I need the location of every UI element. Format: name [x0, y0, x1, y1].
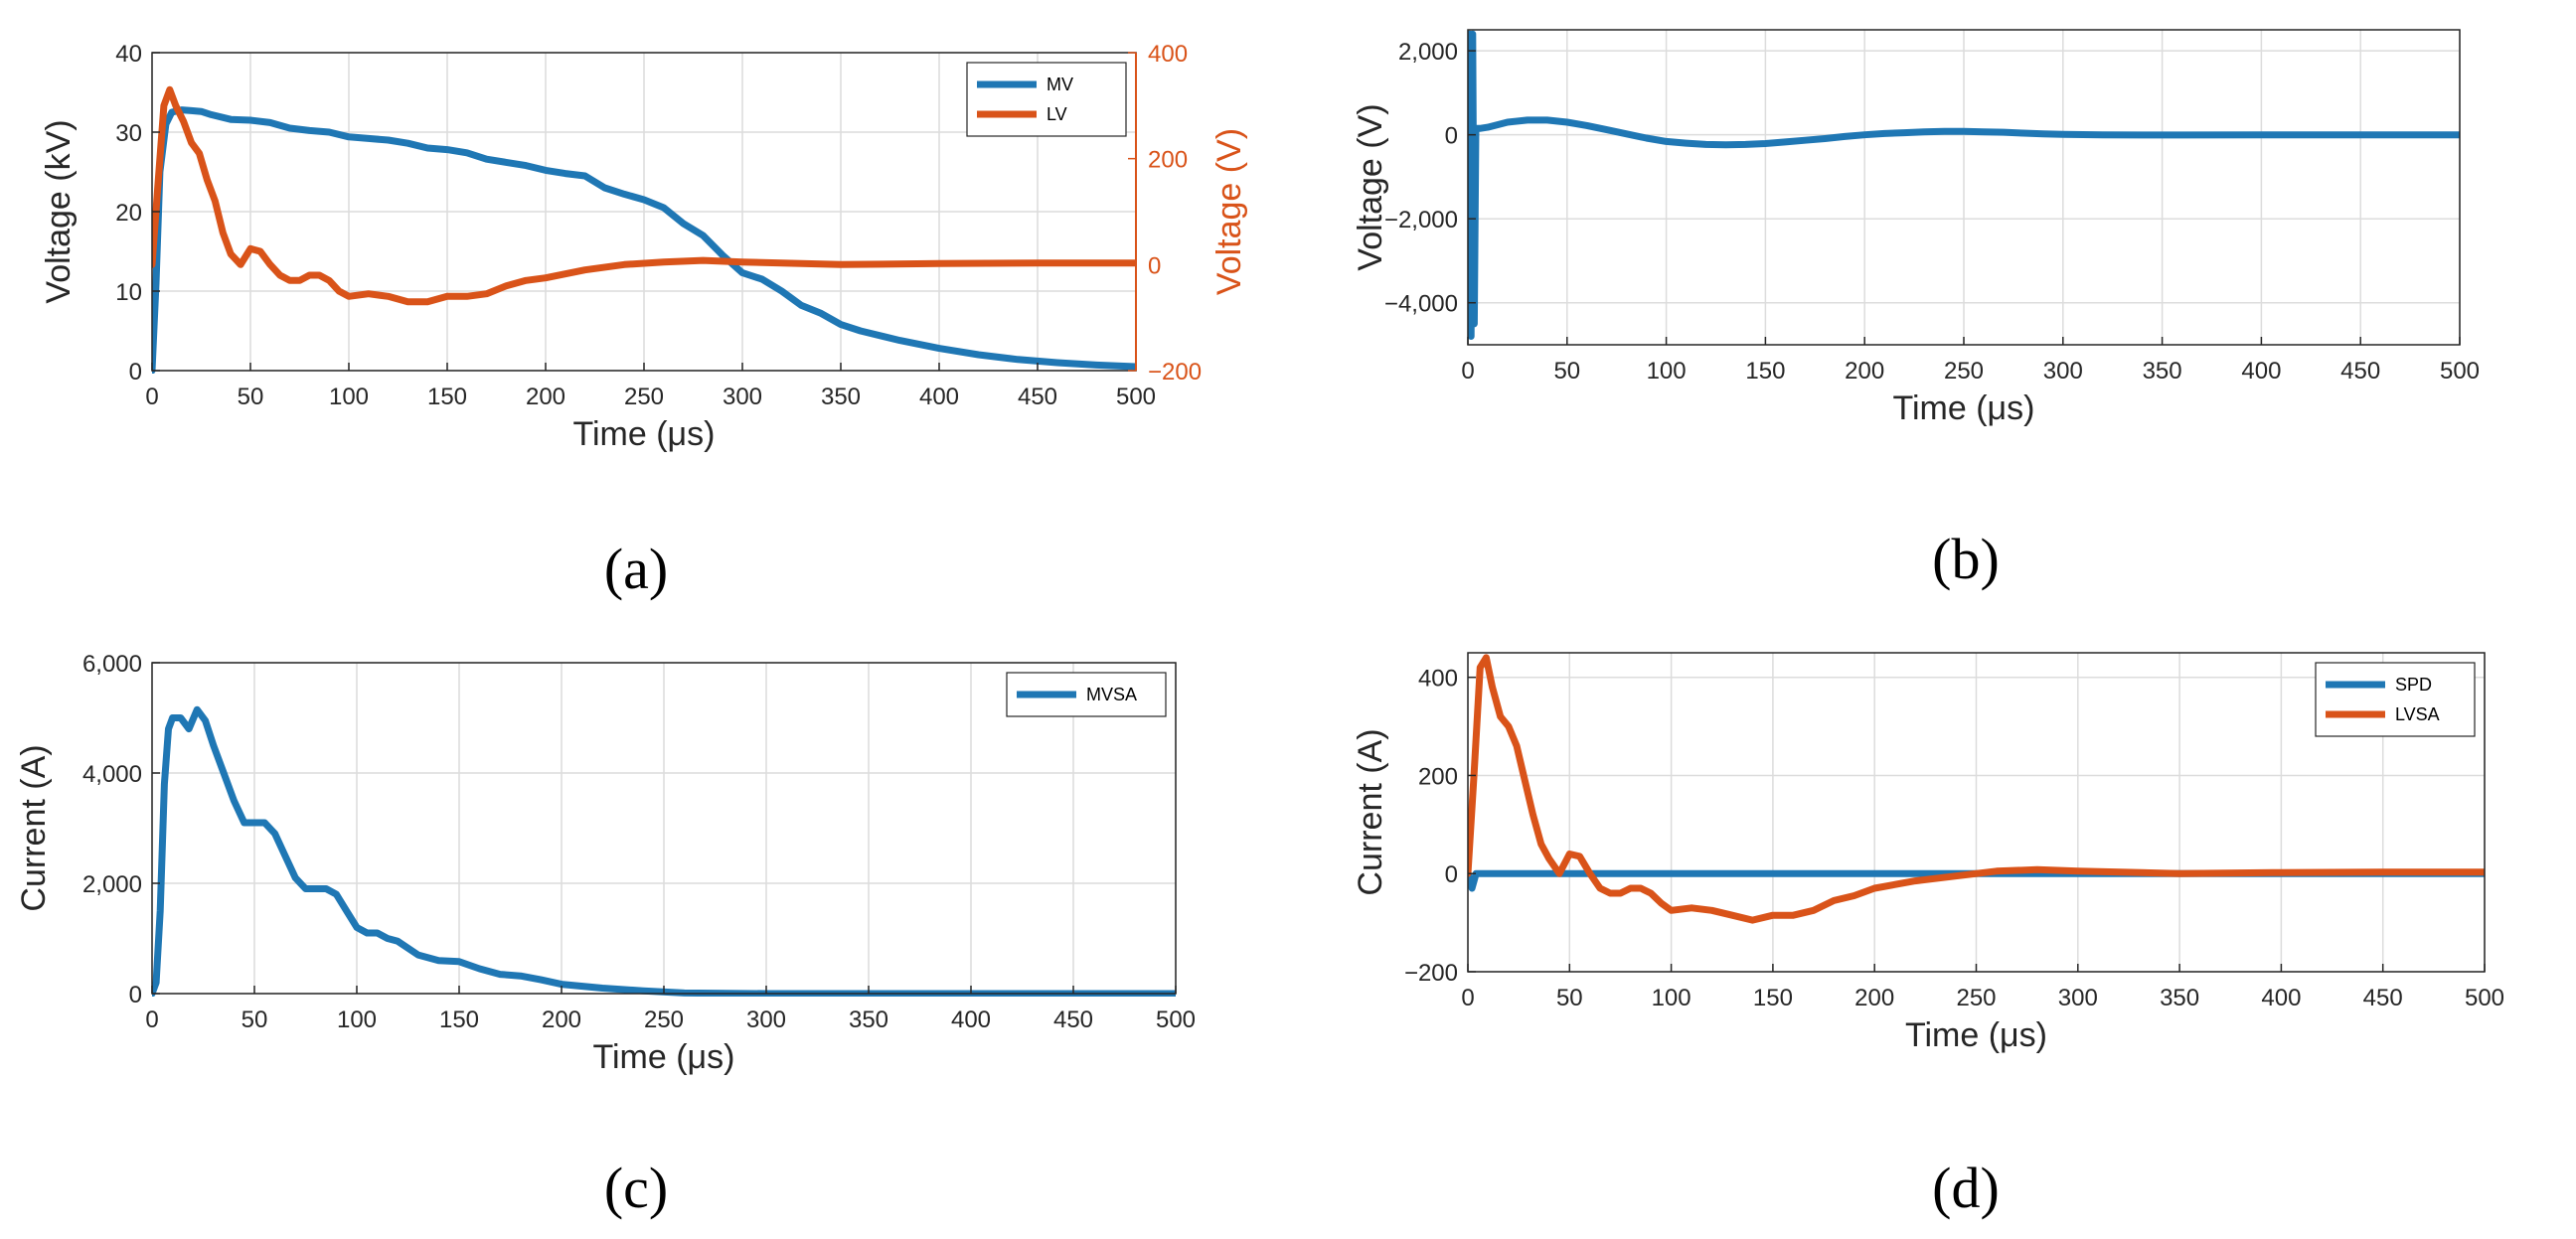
- legend: MVSA: [1006, 672, 1167, 717]
- chart-panel-b: 0 50 100 150 200 250 300 350 400 450 500 −4,000 −2,0…: [1352, 29, 2480, 591]
- chart-panel-c: 0 50 100 150 200 250 300 350 400 450 500 0 2,000 4,00…: [15, 651, 1196, 1220]
- y-axis-label: Voltage (kV): [40, 119, 78, 303]
- x-axis-label: Time (μs): [593, 1038, 735, 1076]
- y-tick-label: −4,000: [1384, 291, 1458, 318]
- x-tick-label: 300: [723, 384, 762, 410]
- x-tick-label: 350: [2143, 358, 2182, 385]
- y-tick-label: 0: [1445, 123, 1458, 150]
- x-tick-label: 400: [2261, 985, 2301, 1011]
- x-tick-label: 200: [542, 1007, 581, 1033]
- x-tick-label: 200: [526, 384, 565, 410]
- x-axis-label: Time (μs): [1905, 1016, 2047, 1054]
- x-tick-label: 100: [1652, 985, 1691, 1011]
- y-right-tick-label: 400: [1148, 41, 1188, 68]
- x-tick-label: 0: [1461, 358, 1474, 385]
- series-line-mvsa: [152, 705, 1176, 997]
- legend-label: MV: [1046, 75, 1073, 94]
- x-tick-label: 500: [1116, 384, 1156, 410]
- y-tick-label: 2,000: [82, 871, 142, 898]
- x-tick-label: 150: [439, 1007, 479, 1033]
- legend: MV LV: [966, 62, 1127, 137]
- x-tick-label: 0: [145, 1007, 158, 1033]
- x-tick-label: 100: [329, 384, 369, 410]
- x-tick-label: 400: [2241, 358, 2281, 385]
- x-tick-label: 250: [624, 384, 664, 410]
- y-right-tick-label: 200: [1148, 147, 1188, 174]
- x-tick-label: 300: [2058, 985, 2098, 1011]
- panel-label: (a): [604, 537, 668, 601]
- x-tick-label: 400: [919, 384, 959, 410]
- legend-label: SPD: [2395, 675, 2432, 695]
- x-tick-label: 350: [849, 1007, 888, 1033]
- y-right-tick-label: −200: [1148, 359, 1202, 386]
- y-tick-label: 0: [129, 359, 142, 386]
- y-tick-label: 10: [115, 279, 142, 306]
- x-tick-label: 150: [1745, 358, 1785, 385]
- x-tick-label: 500: [2465, 985, 2504, 1011]
- x-tick-label: 100: [337, 1007, 377, 1033]
- legend-box: [2315, 662, 2476, 737]
- x-tick-label: 300: [746, 1007, 786, 1033]
- y-right-tick-label: 0: [1148, 252, 1161, 279]
- x-tick-label: 100: [1647, 358, 1687, 385]
- y-tick-label: 400: [1418, 666, 1458, 693]
- legend: SPD LVSA: [2315, 662, 2476, 737]
- y-tick-label: 4,000: [82, 761, 142, 788]
- series-line-data: [1468, 30, 2460, 340]
- x-tick-label: 150: [427, 384, 467, 410]
- x-tick-label: 350: [821, 384, 861, 410]
- series-line-lvsa: [1468, 654, 2485, 924]
- series-line-lv: [152, 85, 1136, 306]
- x-tick-label: 200: [1845, 358, 1884, 385]
- series-line-mv: [152, 106, 1136, 374]
- y-tick-label: 0: [129, 982, 142, 1008]
- x-tick-label: 250: [1944, 358, 1984, 385]
- x-tick-label: 250: [1956, 985, 1996, 1011]
- x-tick-label: 50: [238, 384, 264, 410]
- x-axis-label: Time (μs): [1893, 389, 2035, 427]
- y-tick-label: 6,000: [82, 651, 142, 678]
- x-tick-label: 50: [1556, 985, 1583, 1011]
- x-tick-label: 500: [2440, 358, 2480, 385]
- x-tick-label: 400: [951, 1007, 991, 1033]
- x-tick-label: 50: [1553, 358, 1580, 385]
- panel-label: (b): [1932, 527, 2000, 591]
- y-tick-label: 20: [115, 200, 142, 227]
- x-tick-label: 450: [2363, 985, 2403, 1011]
- x-axis-label: Time (μs): [573, 415, 716, 453]
- legend-box: [966, 62, 1127, 137]
- y-tick-label: 200: [1418, 763, 1458, 790]
- x-tick-label: 300: [2043, 358, 2083, 385]
- x-tick-label: 450: [1018, 384, 1057, 410]
- y-axis-label: Current (A): [1352, 728, 1389, 895]
- panel-label: (d): [1932, 1156, 2000, 1220]
- x-tick-label: 500: [1156, 1007, 1196, 1033]
- y-tick-label: −200: [1404, 960, 1458, 987]
- x-tick-label: 250: [644, 1007, 684, 1033]
- series-line-spd: [1468, 869, 2485, 892]
- y-right-axis-label: Voltage (V): [1210, 128, 1248, 295]
- y-tick-label: −2,000: [1384, 207, 1458, 233]
- chart-panel-d: 0 50 100 150 200 250 300 350 400 450 500−200020040…: [1352, 652, 2504, 1220]
- y-tick-label: 40: [115, 41, 142, 68]
- legend-label: LVSA: [2395, 704, 2440, 724]
- x-tick-label: 50: [242, 1007, 268, 1033]
- y-tick-label: 30: [115, 120, 142, 147]
- x-tick-label: 150: [1753, 985, 1793, 1011]
- x-tick-label: 0: [145, 384, 158, 410]
- x-tick-label: 0: [1461, 985, 1474, 1011]
- chart-panel-a: 0 50 100 150 200 250 300 350 400 450 500 0 10 20 30 40 −…: [40, 41, 1248, 601]
- x-tick-label: 200: [1854, 985, 1894, 1011]
- legend-label: MVSA: [1086, 685, 1137, 704]
- y-tick-label: 2,000: [1398, 39, 1458, 66]
- x-tick-label: 350: [2160, 985, 2199, 1011]
- x-tick-label: 450: [2340, 358, 2380, 385]
- legend-label: LV: [1046, 104, 1067, 124]
- y-tick-label: 0: [1445, 861, 1458, 888]
- y-axis-label: Current (A): [15, 744, 53, 911]
- panel-label: (c): [604, 1156, 668, 1220]
- y-axis-label: Voltage (V): [1352, 103, 1389, 270]
- x-tick-label: 450: [1053, 1007, 1093, 1033]
